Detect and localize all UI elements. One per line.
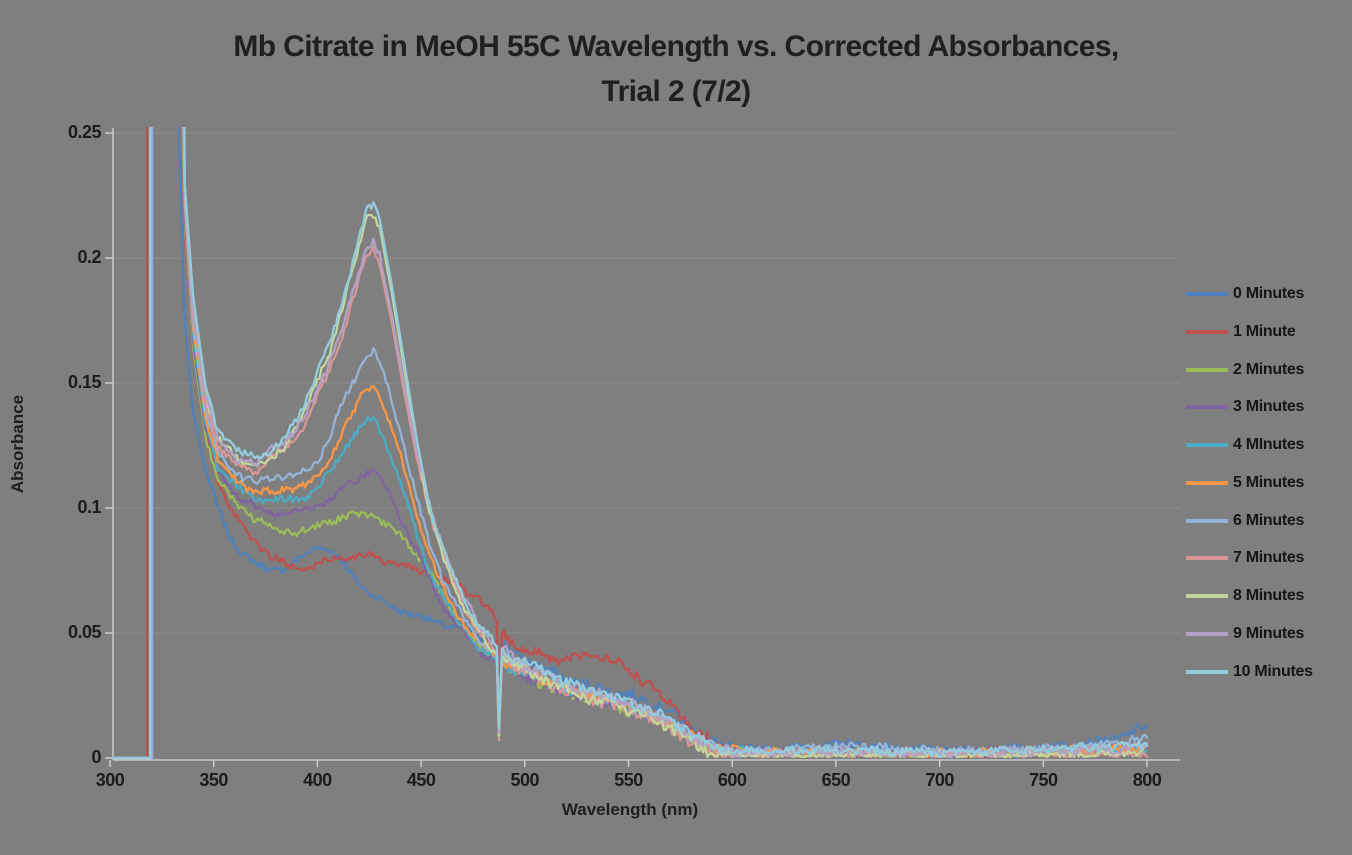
legend-label: 9 Minutes	[1233, 624, 1305, 642]
x-tick-label-800: 800	[1132, 770, 1162, 790]
legend-swatch-icon	[1186, 367, 1228, 372]
series-line-10-minutes	[112, 127, 1149, 760]
legend-swatch-icon	[1186, 594, 1228, 598]
chart-title: Mb Citrate in MeOH 55C Wavelength vs. Co…	[233, 30, 1119, 108]
series-line-5-minutes	[112, 127, 1149, 760]
x-tick-label-350: 350	[199, 770, 228, 790]
legend-item-9-minutes: 9 Minutes	[1186, 621, 1304, 647]
legend-item-2-minutes: 2 Minutes	[1186, 357, 1304, 383]
x-tick-label-450: 450	[406, 770, 436, 790]
legend-item-5-minutes: 5 Minutes	[1186, 470, 1304, 496]
legend-label: 3 Minutes	[1233, 398, 1305, 416]
series-line-8-minutes	[112, 127, 1149, 760]
y-tick-label-0.1: 0.1	[77, 497, 101, 517]
legend-swatch-icon	[1186, 443, 1228, 447]
x-tick-label-700: 700	[925, 770, 954, 790]
y-tick-label-0.25: 0.25	[67, 122, 102, 142]
legend-swatch-icon	[1186, 669, 1228, 674]
legend-label: 10 Minutes	[1233, 662, 1313, 680]
legend-swatch-icon	[1186, 480, 1228, 485]
legend-swatch-icon	[1186, 292, 1228, 296]
x-tick-label-300: 300	[95, 770, 125, 790]
legend-label: 8 Minutes	[1233, 587, 1305, 604]
x-tick-label-600: 600	[717, 770, 747, 790]
legend-label: 4 MInutes	[1233, 436, 1305, 453]
y-axis-title-text: Absorbance	[8, 394, 27, 494]
legend-label: 1 Minute	[1233, 322, 1296, 340]
series-line-0-minutes	[112, 127, 1149, 760]
y-tick-label-0.15: 0.15	[67, 372, 102, 392]
legend-item-7-minutes: 7 Minutes	[1186, 545, 1304, 571]
legend-item-8-minutes: 8 Minutes	[1186, 583, 1304, 609]
legend-label: 5 Minutes	[1233, 473, 1305, 491]
y-tick-label-0.05: 0.05	[67, 622, 102, 642]
legend-item-10-minutes: 10 Minutes	[1186, 659, 1313, 685]
x-axis-title: Wavelength (nm)	[561, 800, 699, 819]
legend-item-1-minute: 1 Minute	[1186, 319, 1296, 345]
legend-swatch-icon	[1186, 631, 1228, 636]
series-line-4-minutes	[112, 127, 1149, 760]
x-tick-label-750: 750	[1029, 770, 1058, 790]
legend-swatch-icon	[1186, 329, 1228, 334]
legend-item-0-minutes: 0 Minutes	[1186, 281, 1304, 307]
legend-label: 7 Minutes	[1233, 549, 1305, 567]
x-tick-label-650: 650	[821, 770, 851, 790]
x-tick-label-400: 400	[303, 770, 332, 790]
series-line-7-minutes	[112, 127, 1149, 760]
legend-item-4-minutes: 4 MInutes	[1186, 432, 1304, 458]
y-tick-label-0: 0	[91, 747, 101, 767]
series-line-2-minutes	[112, 127, 1149, 760]
series-line-1-minute	[112, 127, 1149, 760]
legend-item-3-minutes: 3 Minutes	[1186, 394, 1304, 420]
series-line-9-minutes	[112, 127, 1149, 760]
legend-label: 6 Minutes	[1233, 511, 1305, 529]
legend-item-6-minutes: 6 Minutes	[1186, 508, 1304, 534]
series-line-3-minutes	[112, 127, 1149, 760]
legend-swatch-icon	[1186, 556, 1228, 561]
series-line-6-minutes	[112, 127, 1149, 760]
y-tick-label-0.2: 0.2	[77, 247, 101, 267]
x-tick-label-550: 550	[614, 770, 643, 790]
legend-label: 0 Minutes	[1233, 285, 1305, 302]
legend-swatch-icon	[1186, 518, 1228, 523]
x-tick-label-500: 500	[510, 770, 540, 790]
legend-swatch-icon	[1186, 405, 1228, 410]
legend-label: 2 Minutes	[1233, 360, 1305, 378]
